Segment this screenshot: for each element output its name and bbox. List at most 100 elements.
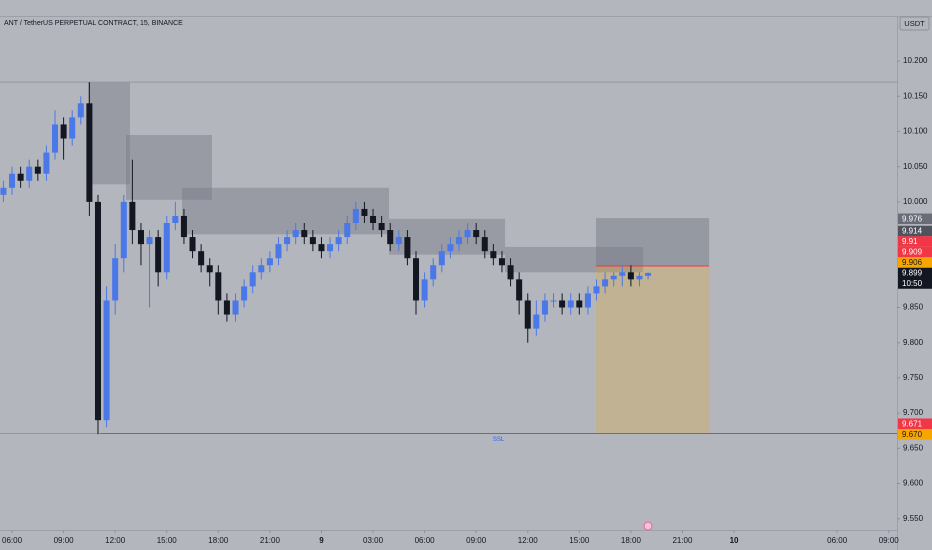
- candle-body: [507, 265, 514, 280]
- candle-body: [490, 251, 497, 259]
- candle-body: [309, 237, 316, 245]
- candle-body: [189, 237, 196, 252]
- x-tick-label: 12:00: [518, 536, 539, 545]
- price-tag-label: 9.91: [902, 237, 918, 246]
- candle-body: [77, 103, 84, 118]
- candle-body: [559, 300, 566, 308]
- x-tick-label: 18:00: [621, 536, 642, 545]
- candle-body: [60, 124, 67, 139]
- candle-body: [146, 237, 153, 245]
- candle-body: [275, 244, 282, 259]
- price-tag: [898, 418, 932, 429]
- candle-body: [619, 272, 626, 276]
- x-tick-label: 21:00: [672, 536, 693, 545]
- candle-body: [9, 173, 16, 188]
- candle-body: [17, 173, 24, 181]
- candle-body: [241, 286, 248, 301]
- zone-box: [88, 82, 130, 185]
- x-tick-label: 12:00: [105, 536, 126, 545]
- x-tick-label: 09:00: [466, 536, 487, 545]
- candle-body: [584, 293, 591, 308]
- candle-body: [627, 272, 634, 280]
- x-tick-label: 15:00: [569, 536, 590, 545]
- price-tag: [898, 225, 932, 237]
- candle-body: [301, 230, 308, 238]
- currency-box[interactable]: [899, 16, 930, 31]
- candle-body: [533, 314, 540, 329]
- candle-body: [438, 251, 445, 266]
- y-tick-label: 9.750: [903, 373, 924, 382]
- candle-body: [0, 187, 7, 195]
- x-tick-label: 03:00: [363, 536, 384, 545]
- candle-body: [327, 244, 334, 252]
- x-tick-label: 06:00: [827, 536, 848, 545]
- y-tick-label: 9.600: [903, 479, 924, 488]
- candle-body: [86, 103, 93, 202]
- price-tag: [898, 246, 932, 258]
- candle-body: [352, 208, 359, 224]
- y-tick-label: 9.700: [903, 408, 924, 417]
- candle-body: [120, 201, 127, 259]
- candle-body: [593, 286, 600, 294]
- price-tag-label: 9.670: [902, 430, 923, 439]
- candle-body: [455, 237, 462, 245]
- x-tick-label: 06:00: [415, 536, 436, 545]
- candle-body: [610, 275, 617, 280]
- position-lower: [595, 265, 710, 434]
- currency-label[interactable]: USDT: [904, 19, 925, 28]
- candle-body: [232, 300, 239, 315]
- candle-body: [481, 237, 488, 252]
- candle-body: [541, 300, 548, 315]
- candle-body: [473, 230, 480, 238]
- candle-body: [137, 230, 144, 245]
- candle-body: [447, 244, 454, 252]
- candle-body: [498, 258, 505, 266]
- candle-body: [94, 201, 101, 421]
- price-tag: [898, 213, 932, 225]
- x-tick-label: 21:00: [260, 536, 281, 545]
- price-tag-label: 9.976: [902, 214, 923, 223]
- price-tag: [898, 267, 932, 289]
- candle-body: [464, 230, 471, 238]
- candle-body: [335, 237, 342, 245]
- candle-body: [387, 230, 394, 245]
- candle-body: [636, 275, 643, 280]
- candle-body: [198, 251, 205, 266]
- price-tag: [898, 236, 932, 247]
- candle-body: [52, 124, 59, 153]
- candle-body: [129, 201, 136, 231]
- candle-body: [249, 272, 256, 287]
- candle-body: [370, 215, 377, 224]
- price-tag-label: 9.914: [902, 227, 923, 236]
- candle-body: [103, 300, 110, 421]
- price-tag: [898, 428, 932, 440]
- candle-body: [223, 300, 230, 315]
- position-upper: [595, 218, 710, 266]
- candle-body: [180, 215, 187, 238]
- x-tick-label: 18:00: [208, 536, 229, 545]
- candle-body: [550, 300, 557, 302]
- candle-body: [430, 265, 437, 280]
- candle-body: [395, 237, 402, 245]
- candle-body: [344, 223, 351, 238]
- symbol-title: ANT / TetherUS PERPETUAL CONTRACT, 15, B…: [4, 20, 183, 27]
- event-icon[interactable]: [643, 521, 653, 531]
- price-tag-label: 9.909: [902, 248, 923, 257]
- x-tick-label: 10: [730, 536, 739, 545]
- y-tick-label: 10.000: [903, 197, 928, 206]
- candle-body: [34, 166, 41, 174]
- candle-body: [112, 258, 119, 301]
- y-tick-label: 10.050: [903, 162, 928, 171]
- candle-body: [155, 237, 162, 273]
- x-tick-label: 09:00: [879, 536, 900, 545]
- candle-body: [215, 272, 222, 301]
- candle-body: [516, 279, 523, 301]
- candle-body: [206, 265, 213, 273]
- price-tag-label: 9.906: [902, 258, 923, 267]
- x-tick-label: 06:00: [2, 536, 23, 545]
- y-tick-label: 9.650: [903, 443, 924, 452]
- candle-body: [378, 223, 385, 231]
- price-tag-label: 9.671: [902, 419, 923, 428]
